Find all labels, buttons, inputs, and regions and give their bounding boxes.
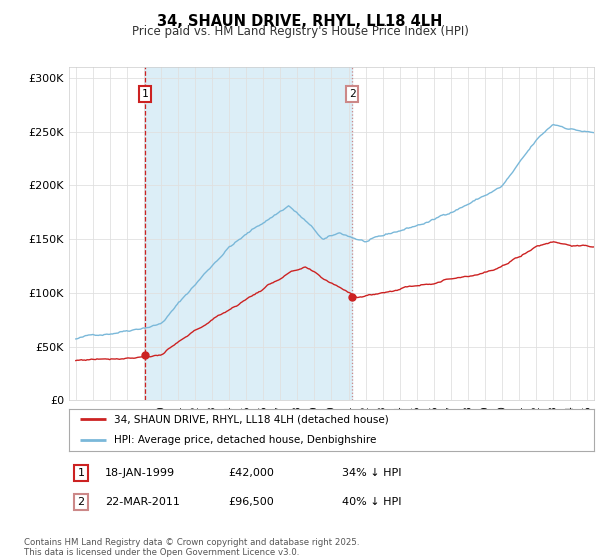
Text: 22-MAR-2011: 22-MAR-2011	[105, 497, 180, 507]
Text: £96,500: £96,500	[228, 497, 274, 507]
Text: 34% ↓ HPI: 34% ↓ HPI	[342, 468, 401, 478]
Text: 1: 1	[142, 89, 148, 99]
Text: 1: 1	[77, 468, 85, 478]
Text: 34, SHAUN DRIVE, RHYL, LL18 4LH: 34, SHAUN DRIVE, RHYL, LL18 4LH	[157, 14, 443, 29]
Text: 2: 2	[77, 497, 85, 507]
Text: Contains HM Land Registry data © Crown copyright and database right 2025.
This d: Contains HM Land Registry data © Crown c…	[24, 538, 359, 557]
Text: 34, SHAUN DRIVE, RHYL, LL18 4LH (detached house): 34, SHAUN DRIVE, RHYL, LL18 4LH (detache…	[113, 414, 388, 424]
Text: 18-JAN-1999: 18-JAN-1999	[105, 468, 175, 478]
Text: 2: 2	[349, 89, 356, 99]
Text: £42,000: £42,000	[228, 468, 274, 478]
Bar	[145, 67, 352, 400]
Text: 40% ↓ HPI: 40% ↓ HPI	[342, 497, 401, 507]
Text: Price paid vs. HM Land Registry's House Price Index (HPI): Price paid vs. HM Land Registry's House …	[131, 25, 469, 38]
Text: HPI: Average price, detached house, Denbighshire: HPI: Average price, detached house, Denb…	[113, 435, 376, 445]
